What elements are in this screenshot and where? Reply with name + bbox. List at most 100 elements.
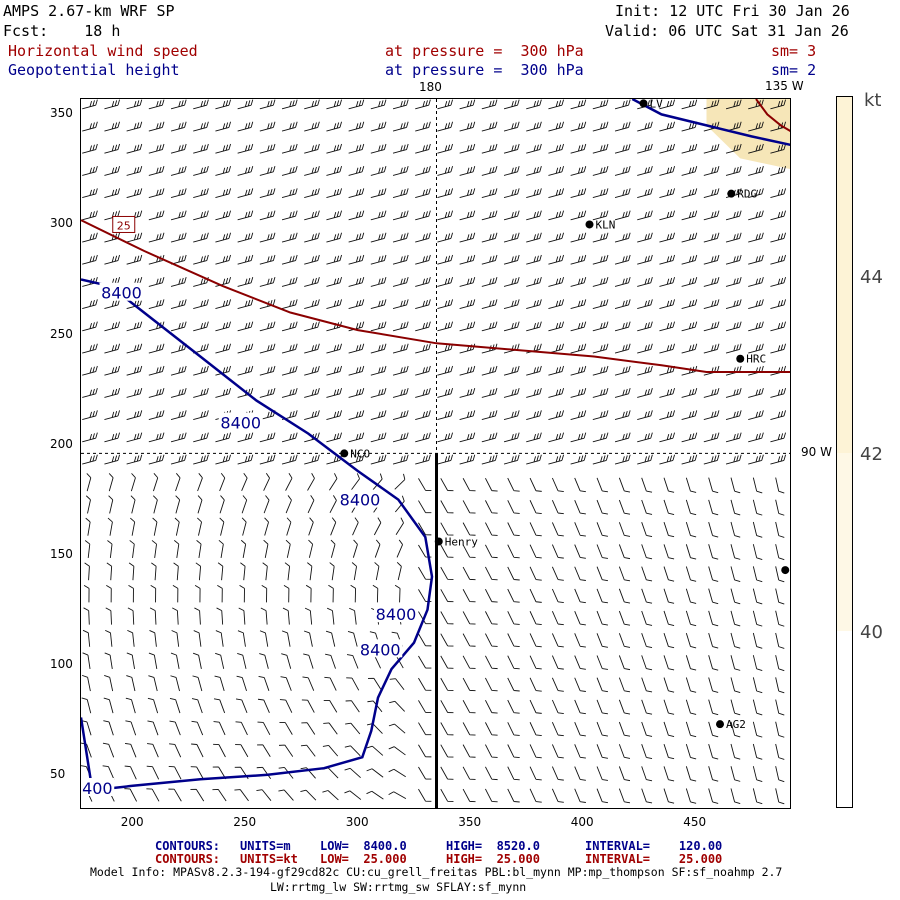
wind-barb <box>551 744 564 759</box>
wind-barb <box>263 495 270 514</box>
wind-barb <box>703 121 720 132</box>
wind-barb <box>596 788 608 804</box>
wind-barb <box>614 121 631 132</box>
wind-barb <box>104 343 120 354</box>
wind-barb <box>730 566 741 583</box>
wind-barb <box>708 544 719 560</box>
wind-barb <box>614 166 631 176</box>
wind-barb <box>374 562 380 581</box>
wind-barb <box>303 653 314 669</box>
wind-barb <box>285 539 291 558</box>
wind-barb <box>261 584 268 603</box>
wind-barbs <box>81 99 786 805</box>
wind-barb <box>548 365 564 376</box>
model-info: Model Info: MPASv8.2.3-194-gf29cd82c CU:… <box>90 865 783 879</box>
wind-barb <box>503 254 520 265</box>
x-tick-label: 250 <box>233 815 257 829</box>
geopotential-contour-label: 8400 <box>101 284 142 303</box>
contour-label-bg <box>374 604 418 623</box>
lon-label-90w: 90 W <box>801 445 832 459</box>
wind-barb <box>618 544 631 560</box>
wind-barb <box>197 473 203 492</box>
wind-barb <box>170 210 187 221</box>
wind-barb <box>350 584 357 603</box>
wind-barb <box>681 166 698 176</box>
wind-barb <box>348 299 365 310</box>
map-plot[interactable]: 8400 8400 8400 8400 8400 8400 25 NCO Henry KLN RDG… <box>80 98 791 809</box>
wind-barb <box>152 495 158 514</box>
wind-barb <box>370 277 387 287</box>
wind-barb <box>592 299 609 310</box>
wind-barb <box>730 743 741 760</box>
wind-barb <box>459 99 476 110</box>
wind-barb <box>548 388 564 398</box>
wind-barb <box>126 321 143 332</box>
wind-barb <box>551 611 564 626</box>
field1-level: at pressure = 300 hPa <box>385 42 584 60</box>
wind-barb <box>641 522 653 538</box>
wind-barb <box>170 99 187 110</box>
geopotential-contour-label: 8400 <box>81 779 113 798</box>
wind-barb <box>259 277 276 287</box>
wind-barb <box>685 499 697 516</box>
wind-barb <box>348 254 365 265</box>
wind-barb <box>193 143 209 154</box>
wind-barb <box>373 517 382 536</box>
wind-barb <box>748 277 764 287</box>
station-marker <box>727 189 736 198</box>
wind-barb <box>485 588 498 603</box>
wind-speed-shading <box>706 99 790 170</box>
wind-barb <box>663 522 675 538</box>
wind-barb <box>548 410 564 421</box>
wind-barb <box>526 388 542 398</box>
wind-barb <box>281 254 298 265</box>
wind-barb <box>418 766 432 780</box>
wind-barb <box>418 788 432 802</box>
wind-barb <box>637 343 653 354</box>
wind-barb <box>685 632 697 649</box>
wind-barb <box>574 566 586 581</box>
wind-barb <box>392 277 409 287</box>
wind-barb <box>370 365 387 376</box>
wind-barb <box>193 630 202 647</box>
wind-barb <box>596 744 608 759</box>
wind-barb <box>481 254 498 265</box>
wind-barb <box>659 388 675 398</box>
wind-barb <box>104 365 120 376</box>
wind-barb <box>748 410 764 421</box>
wind-barb <box>775 499 785 516</box>
wind-barb <box>574 788 586 803</box>
contour-info-height-label: CONTOURS: <box>155 839 221 853</box>
wind-barb <box>234 766 249 780</box>
wind-barb <box>507 522 520 537</box>
wind-barb <box>529 722 542 737</box>
wind-barb <box>485 677 498 692</box>
wind-barb <box>775 721 785 738</box>
wind-barb <box>104 321 120 332</box>
wind-barb <box>322 790 339 801</box>
wind-barb <box>197 517 202 536</box>
wind-barb <box>775 521 785 538</box>
wind-barb <box>82 343 98 354</box>
wind-barb <box>725 232 742 243</box>
wind-barb <box>503 388 520 398</box>
wind-barb <box>126 454 143 465</box>
wind-barb <box>703 99 720 110</box>
wind-barb <box>570 99 587 110</box>
wind-barb <box>396 562 402 581</box>
wind-barb <box>596 721 608 737</box>
wind-barb <box>659 365 675 376</box>
wind-barb <box>280 676 292 691</box>
wind-barb <box>459 454 476 465</box>
wind-barb <box>215 652 225 669</box>
wind-barb <box>596 655 608 670</box>
wind-barb <box>708 766 719 782</box>
wind-barb <box>596 588 608 604</box>
wind-barb <box>440 566 454 580</box>
wind-barb <box>82 210 98 221</box>
wind-barb <box>367 677 382 691</box>
wind-barb <box>169 720 181 736</box>
lon-label-180: 180 <box>419 80 442 94</box>
wind-barb <box>217 584 223 603</box>
wind-barb <box>82 254 98 265</box>
